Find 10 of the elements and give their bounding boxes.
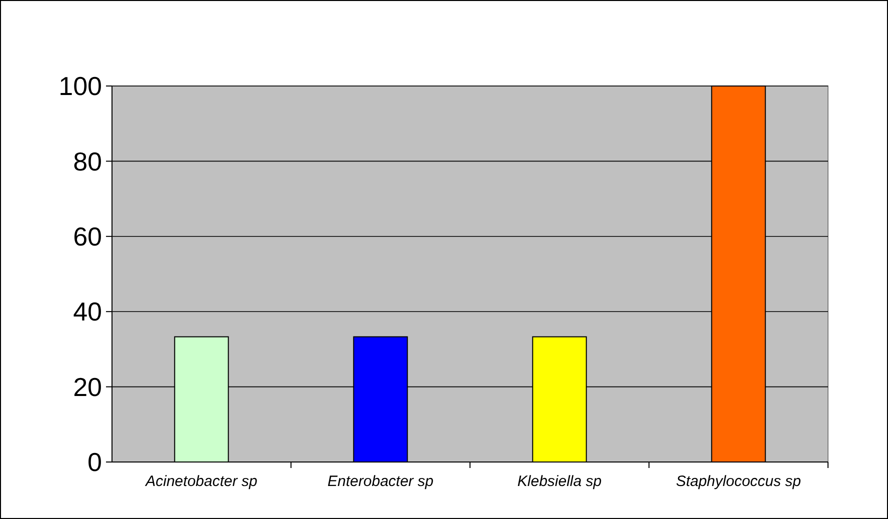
- x-tick-label: Klebsiella sp: [517, 473, 602, 490]
- y-tick-label: 60: [73, 222, 102, 252]
- x-tick-label: Acinetobacter sp: [144, 473, 258, 490]
- x-tick-label: Enterobacter sp: [328, 473, 434, 490]
- y-tick-label: 40: [73, 296, 102, 327]
- y-tick-label: 20: [73, 372, 102, 402]
- y-tick-label: 0: [88, 447, 102, 478]
- y-tick-label: 100: [58, 71, 102, 102]
- x-tick-label: Staphylococcus sp: [676, 473, 802, 490]
- y-tick-label: 80: [73, 146, 102, 176]
